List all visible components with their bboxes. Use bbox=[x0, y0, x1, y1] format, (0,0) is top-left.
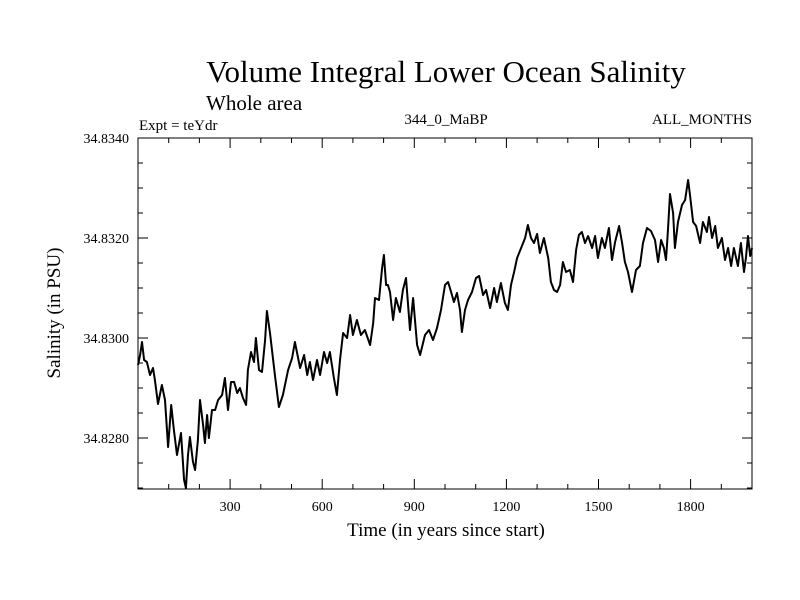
annotation-months: ALL_MONTHS bbox=[652, 112, 752, 128]
annotation-experiment: Expt = teYdr bbox=[139, 118, 217, 134]
x-tick-label: 1800 bbox=[677, 500, 705, 515]
x-tick-label: 1500 bbox=[585, 500, 613, 515]
chart-subtitle: Whole area bbox=[206, 91, 303, 115]
x-tick-labels: 300 600 900 1200 1500 1800 bbox=[220, 500, 705, 515]
salinity-series-line bbox=[137, 179, 753, 489]
y-tick-label: 34.8300 bbox=[84, 332, 130, 347]
x-axis-label: Time (in years since start) bbox=[347, 520, 545, 541]
x-tick-label: 300 bbox=[220, 500, 241, 515]
y-tick-label: 34.8280 bbox=[84, 432, 130, 447]
axis-ticks bbox=[138, 138, 752, 489]
x-tick-label: 900 bbox=[404, 500, 425, 515]
chart-title: Volume Integral Lower Ocean Salinity bbox=[206, 54, 686, 89]
plot-frame bbox=[137, 137, 753, 490]
y-tick-label: 34.8320 bbox=[84, 232, 130, 247]
annotation-period: 344_0_MaBP bbox=[404, 112, 487, 128]
x-tick-label: 600 bbox=[312, 500, 333, 515]
y-tick-label: 34.8340 bbox=[84, 132, 130, 147]
y-tick-labels: 34.8340 34.8320 34.8300 34.8280 bbox=[84, 132, 130, 447]
x-tick-label: 1200 bbox=[492, 500, 520, 515]
y-axis-label: Salinity (in PSU) bbox=[44, 248, 65, 379]
